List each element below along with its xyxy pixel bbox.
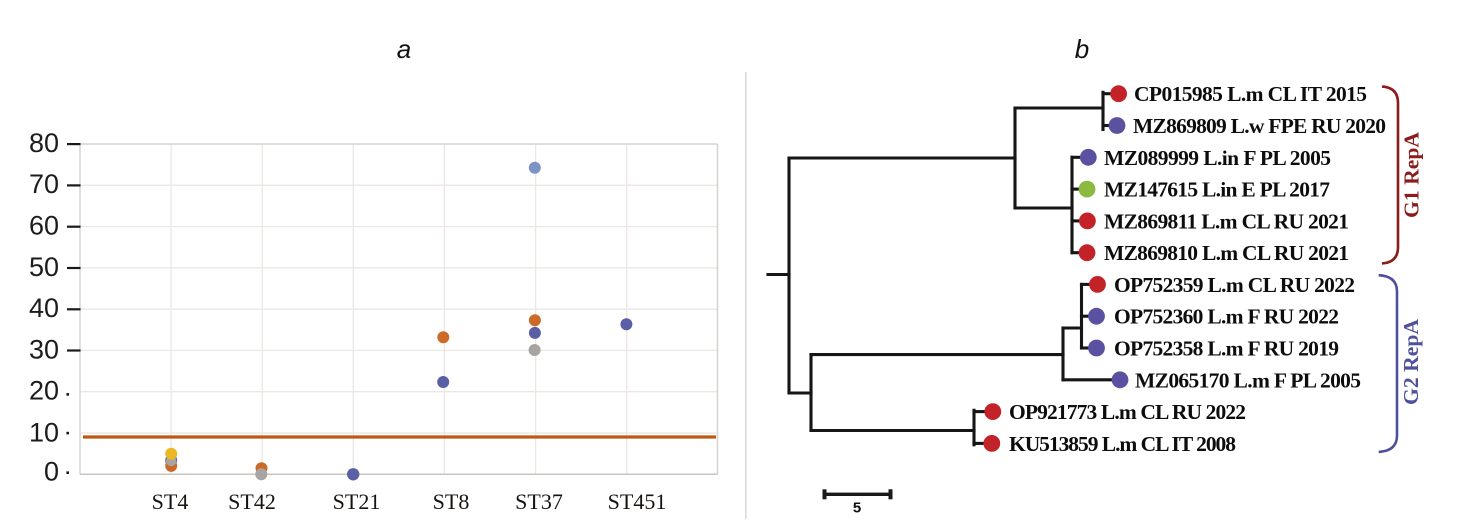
svg-text:80: 80 — [29, 128, 59, 158]
svg-text:OP921773 L.m CL RU 2022: OP921773 L.m CL RU 2022 — [1009, 400, 1246, 424]
svg-text:G2 RepA: G2 RepA — [1399, 318, 1423, 405]
svg-text:MZ869809 L.w FPE RU 2020: MZ869809 L.w FPE RU 2020 — [1133, 114, 1386, 138]
svg-text:70: 70 — [29, 169, 59, 199]
svg-text:MZ869811 L.m CL RU 2021: MZ869811 L.m CL RU 2021 — [1104, 209, 1349, 233]
svg-text:MZ869810 L.m CL RU 2021: MZ869810 L.m CL RU 2021 — [1104, 241, 1349, 265]
svg-text:20: 20 — [29, 376, 59, 406]
svg-text:MZ089999 L.in F PL 2005: MZ089999 L.in F PL 2005 — [1104, 146, 1331, 170]
svg-text:0: 0 — [44, 456, 59, 486]
svg-text:MZ065170 L.m F PL 2005: MZ065170 L.m F PL 2005 — [1135, 368, 1361, 392]
svg-text:50: 50 — [29, 252, 59, 282]
svg-text:ST451: ST451 — [608, 489, 667, 514]
svg-text:b: b — [1075, 34, 1089, 64]
svg-text:60: 60 — [29, 211, 59, 241]
svg-text:ST8: ST8 — [433, 489, 470, 514]
svg-text:30: 30 — [29, 334, 59, 364]
svg-text:10: 10 — [29, 418, 59, 448]
svg-text:KU513859 L.m CL IT 2008: KU513859 L.m CL IT 2008 — [1009, 432, 1236, 456]
svg-text:ST21: ST21 — [333, 489, 381, 514]
svg-text:OP752358 L.m F RU 2019: OP752358 L.m F RU 2019 — [1114, 337, 1339, 361]
svg-text:G1 RepA: G1 RepA — [1400, 131, 1424, 218]
svg-text:5: 5 — [853, 499, 861, 516]
svg-text:ST4: ST4 — [152, 489, 189, 514]
svg-text:OP752359 L.m CL RU 2022: OP752359 L.m CL RU 2022 — [1114, 273, 1355, 297]
svg-text:a: a — [397, 34, 411, 64]
svg-text:ST42: ST42 — [228, 489, 276, 514]
svg-text:MZ147615 L.in E PL 2017: MZ147615 L.in E PL 2017 — [1104, 178, 1330, 202]
svg-text:OP752360 L.m F RU 2022: OP752360 L.m F RU 2022 — [1114, 305, 1339, 329]
svg-text:ST37: ST37 — [515, 489, 563, 514]
svg-text:40: 40 — [29, 293, 59, 323]
svg-text:CP015985 L.m CL IT 2015: CP015985 L.m CL IT 2015 — [1134, 82, 1367, 106]
